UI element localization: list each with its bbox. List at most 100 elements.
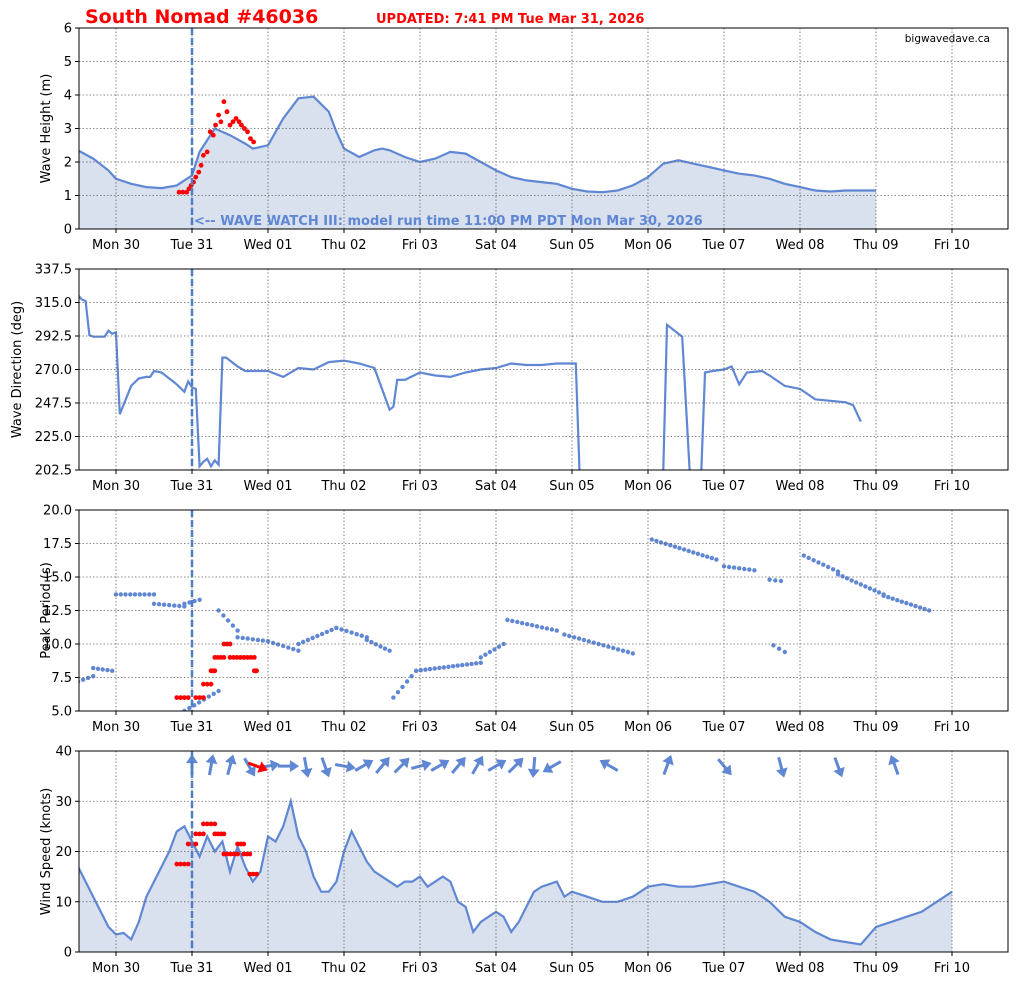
y-tick-label: 4 bbox=[64, 89, 72, 104]
peak-period-grid bbox=[79, 510, 1008, 711]
peak-period-model-point bbox=[240, 635, 245, 641]
x-tick-label: Tue 07 bbox=[702, 961, 746, 976]
peak-period-observed-point bbox=[227, 655, 233, 660]
peak-period-model-point bbox=[187, 705, 192, 711]
peak-period-model-point bbox=[539, 625, 545, 630]
wind-arrow-icon bbox=[833, 757, 845, 778]
peak-period-observed-point bbox=[208, 681, 214, 687]
peak-period-model-point bbox=[324, 629, 330, 635]
peak-period-model-point bbox=[835, 572, 841, 577]
peak-period-model-point bbox=[606, 644, 611, 649]
wave-direction-ylabel: Wave Direction (deg) bbox=[10, 301, 25, 438]
y-tick-label: 2 bbox=[64, 156, 72, 171]
peak-period-observed-point bbox=[221, 655, 227, 660]
peak-period-model-point bbox=[91, 665, 96, 671]
peak-period-model-point bbox=[460, 662, 465, 668]
wind-speed-observed-point bbox=[197, 831, 203, 837]
peak-period-model-point bbox=[478, 655, 483, 660]
peak-period-model-point bbox=[391, 695, 396, 700]
peak-period-model-point bbox=[515, 619, 520, 625]
x-tick-label: Sat 04 bbox=[475, 238, 517, 253]
wind-arrow-icon bbox=[471, 755, 484, 775]
peak-period-model-point bbox=[245, 636, 250, 641]
y-tick-label: 20.0 bbox=[43, 504, 72, 519]
peak-period-model-point bbox=[275, 642, 281, 647]
peak-period-model-point bbox=[395, 690, 401, 695]
peak-period-model-point bbox=[418, 668, 423, 673]
wind-speed-observed-point bbox=[221, 831, 227, 837]
peak-period-model-point bbox=[908, 602, 914, 607]
peak-period-model-point bbox=[382, 646, 388, 651]
wind-speed-grid bbox=[79, 751, 1008, 952]
wave-height-model-line bbox=[79, 95, 876, 194]
peak-period-model-point bbox=[895, 598, 900, 603]
peak-period-model-point bbox=[100, 667, 105, 672]
peak-period-model-point bbox=[830, 567, 836, 572]
wave-height-area-fill bbox=[79, 96, 876, 229]
peak-period-model-point bbox=[816, 560, 821, 565]
peak-period-model-point bbox=[654, 538, 659, 544]
x-tick-label: Wed 08 bbox=[775, 720, 824, 735]
wind-speed-observed-point bbox=[254, 871, 259, 877]
peak-period-model-point bbox=[216, 608, 221, 613]
peak-period-model-point bbox=[319, 631, 325, 637]
x-tick-label: Thu 02 bbox=[320, 479, 366, 494]
y-tick-label: 292.5 bbox=[35, 330, 72, 345]
peak-period-observed-point bbox=[245, 655, 250, 660]
peak-period-model-point bbox=[562, 632, 567, 637]
x-tick-label: Wed 01 bbox=[243, 479, 292, 494]
wave-height-observed-point bbox=[221, 99, 227, 105]
wind-speed-observed-point bbox=[231, 851, 237, 857]
wind-arrow-icon bbox=[410, 759, 432, 772]
peak-period-model-point bbox=[369, 639, 374, 645]
peak-period-model-point bbox=[437, 665, 442, 671]
y-tick-label: 1 bbox=[64, 189, 72, 204]
wind-arrow-icon bbox=[888, 754, 900, 776]
wave-height-observed-point bbox=[248, 136, 253, 142]
x-tick-label: Fri 10 bbox=[934, 961, 970, 976]
wave-height-observed-point bbox=[251, 139, 256, 145]
wind-speed-observed-point bbox=[201, 831, 206, 837]
peak-period-model-point bbox=[572, 635, 577, 640]
wave-height-observed-point bbox=[198, 162, 204, 168]
peak-period-model-point bbox=[123, 592, 128, 597]
peak-period-model-point bbox=[554, 628, 559, 633]
x-tick-label: Tue 07 bbox=[702, 720, 746, 735]
x-tick-label: Fri 03 bbox=[402, 238, 438, 253]
wave-height-observed-point bbox=[224, 109, 230, 115]
peak-period-model-point bbox=[161, 602, 167, 607]
peak-period-observed-point bbox=[193, 695, 199, 700]
y-tick-label: 17.5 bbox=[43, 537, 72, 552]
x-tick-label: Thu 09 bbox=[852, 238, 898, 253]
peak-period-model-point bbox=[344, 628, 349, 634]
wind-speed-observed-point bbox=[178, 861, 184, 867]
peak-period-model-point bbox=[105, 667, 110, 673]
x-tick-label: Wed 01 bbox=[243, 238, 292, 253]
peak-period-model-point bbox=[705, 554, 710, 559]
wind-speed-observed-point bbox=[247, 871, 253, 877]
peak-period-model-point bbox=[378, 644, 383, 649]
peak-period-model-point bbox=[250, 637, 255, 642]
peak-period-model-point bbox=[876, 590, 882, 595]
peak-period-model-point bbox=[586, 639, 591, 644]
wave-height-observed-point bbox=[227, 122, 233, 128]
peak-period-model-point bbox=[364, 637, 369, 643]
y-tick-label: 30 bbox=[55, 795, 72, 810]
peak-period-model-point bbox=[581, 637, 587, 643]
x-tick-label: Thu 02 bbox=[320, 961, 366, 976]
peak-period-model-point bbox=[455, 663, 460, 668]
wave-height-chart: 0 1 2 3 4 5 6 Mon 30 Tue 31 Wed 01 Thu 02 Fri 03 Sat… bbox=[39, 22, 1009, 253]
peak-period-model-point bbox=[821, 562, 826, 567]
peak-period-model-point bbox=[752, 568, 757, 573]
x-tick-label: Fri 03 bbox=[402, 961, 438, 976]
wind-arrow-icon bbox=[599, 759, 619, 772]
wind-speed-observed-point bbox=[201, 821, 206, 827]
peak-period-model-point bbox=[726, 564, 732, 570]
x-tick-label: Sat 04 bbox=[475, 961, 517, 976]
wave-height-observed-point bbox=[184, 189, 190, 195]
y-tick-label: 202.5 bbox=[35, 464, 72, 479]
peak-period-model-point bbox=[544, 626, 550, 631]
y-tick-label: 315.0 bbox=[35, 296, 72, 311]
wave-direction-model-line bbox=[79, 294, 581, 470]
peak-period-model-point bbox=[801, 553, 806, 558]
